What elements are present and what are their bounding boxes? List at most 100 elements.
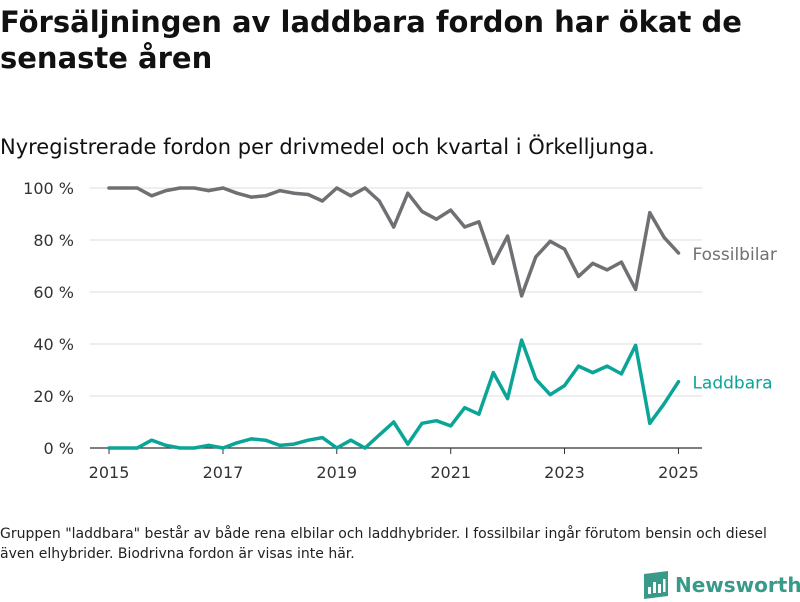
data-point-fossilbilar [548, 239, 552, 243]
data-point-laddbara [207, 443, 211, 447]
data-point-fossilbilar [320, 199, 324, 203]
data-point-fossilbilar [306, 192, 310, 197]
data-point-laddbara [506, 397, 510, 401]
y-tick-label: 100 % [23, 179, 74, 198]
x-tick-label: 2017 [203, 463, 244, 482]
data-point-laddbara [164, 443, 168, 447]
data-point-laddbara [420, 421, 424, 425]
data-point-laddbara [520, 338, 524, 342]
data-point-laddbara [619, 372, 624, 376]
data-point-fossilbilar [363, 186, 367, 190]
x-tick-label: 2025 [658, 463, 699, 482]
data-point-laddbara [562, 384, 567, 388]
data-point-laddbara [249, 437, 253, 441]
data-point-fossilbilar [591, 261, 595, 265]
x-tick-label: 2021 [430, 463, 471, 482]
data-point-fossilbilar [249, 195, 253, 199]
data-point-laddbara [121, 446, 125, 450]
x-tick-label: 2015 [89, 463, 130, 482]
data-point-laddbara [662, 402, 666, 406]
data-point-laddbara [548, 393, 552, 397]
footnote: Gruppen "laddbara" består av både rena e… [0, 526, 767, 562]
data-point-laddbara [605, 364, 609, 368]
data-point-laddbara [263, 438, 268, 442]
data-point-fossilbilar [278, 189, 282, 193]
data-point-fossilbilar [449, 208, 453, 212]
brand-name: Newsworthy [675, 573, 800, 597]
data-point-laddbara [349, 438, 353, 442]
data-point-fossilbilar [434, 217, 438, 221]
data-point-laddbara [178, 446, 182, 450]
data-point-fossilbilar [676, 251, 681, 255]
data-point-fossilbilar [576, 274, 581, 278]
data-point-fossilbilar [662, 235, 666, 239]
data-point-fossilbilar [107, 186, 111, 190]
data-point-fossilbilar [221, 186, 225, 190]
data-point-fossilbilar [506, 234, 510, 238]
data-point-laddbara [107, 446, 111, 450]
data-point-laddbara [477, 412, 481, 416]
data-point-laddbara [235, 441, 239, 445]
data-point-laddbara [292, 442, 296, 446]
data-point-fossilbilar [491, 261, 495, 265]
data-point-laddbara [634, 343, 638, 347]
data-point-fossilbilar [235, 191, 239, 195]
data-point-laddbara [434, 419, 438, 423]
data-point-fossilbilar [192, 186, 196, 190]
y-tick-label: 20 % [33, 387, 74, 406]
data-point-fossilbilar [377, 199, 381, 203]
data-point-laddbara [392, 420, 396, 424]
data-point-laddbara [449, 424, 453, 428]
series-line-fossilbilar [107, 186, 681, 298]
y-axis: 0 % 20 % 40 % 60 % 80 % 100 % [23, 179, 74, 458]
x-tick-label: 2023 [544, 463, 585, 482]
data-point-fossilbilar [562, 247, 567, 251]
data-point-fossilbilar [207, 189, 211, 193]
data-point-laddbara [320, 436, 324, 440]
data-point-laddbara [576, 364, 581, 368]
series-label-fossilbilar: Fossilbilar [692, 245, 776, 265]
data-point-fossilbilar [463, 225, 467, 229]
data-point-fossilbilar [605, 268, 609, 272]
data-point-fossilbilar [335, 186, 339, 190]
data-point-fossilbilar [420, 209, 424, 213]
data-point-fossilbilar [292, 191, 296, 195]
data-point-fossilbilar [135, 186, 139, 190]
data-point-laddbara [463, 406, 467, 410]
y-tick-label: 0 % [44, 439, 74, 458]
data-point-laddbara [363, 446, 367, 450]
data-point-fossilbilar [263, 194, 268, 198]
data-series: Fossilbilar Laddbara [107, 186, 777, 450]
series-label-laddbara: Laddbara [692, 374, 772, 394]
data-point-fossilbilar [619, 260, 624, 264]
data-point-fossilbilar [477, 220, 481, 224]
data-point-laddbara [306, 438, 310, 442]
chart-subtitle: Nyregistrerade fordon per drivmedel och … [0, 135, 655, 159]
data-point-laddbara [648, 421, 652, 425]
grid-lines [90, 187, 702, 449]
data-point-laddbara [534, 377, 538, 381]
data-point-fossilbilar [406, 191, 410, 195]
chart-title: Försäljningen av laddbara fordon har öka… [0, 5, 742, 75]
data-point-laddbara [192, 446, 196, 450]
newsworthy-logo-icon [644, 571, 668, 599]
data-point-fossilbilar [534, 255, 538, 259]
data-point-laddbara [150, 438, 154, 442]
data-point-fossilbilar [178, 186, 182, 190]
data-point-fossilbilar [392, 225, 396, 229]
data-point-fossilbilar [164, 189, 168, 193]
data-point-laddbara [335, 446, 339, 450]
data-point-laddbara [406, 442, 410, 446]
data-point-laddbara [377, 433, 381, 437]
y-tick-label: 80 % [33, 231, 74, 250]
brand[interactable]: Newsworthy [643, 568, 800, 602]
y-tick-label: 40 % [33, 335, 74, 354]
data-point-fossilbilar [150, 194, 154, 198]
data-point-fossilbilar [520, 294, 524, 298]
x-tick-label: 2019 [316, 463, 357, 482]
line-chart: 0 % 20 % 40 % 60 % 80 % 100 % 2015 2017 2019 202… [23, 179, 777, 482]
data-point-fossilbilar [648, 211, 652, 215]
data-point-laddbara [591, 371, 595, 375]
x-axis: 2015 2017 2019 2021 2023 2025 [89, 448, 699, 482]
series-line-laddbara [107, 338, 681, 450]
